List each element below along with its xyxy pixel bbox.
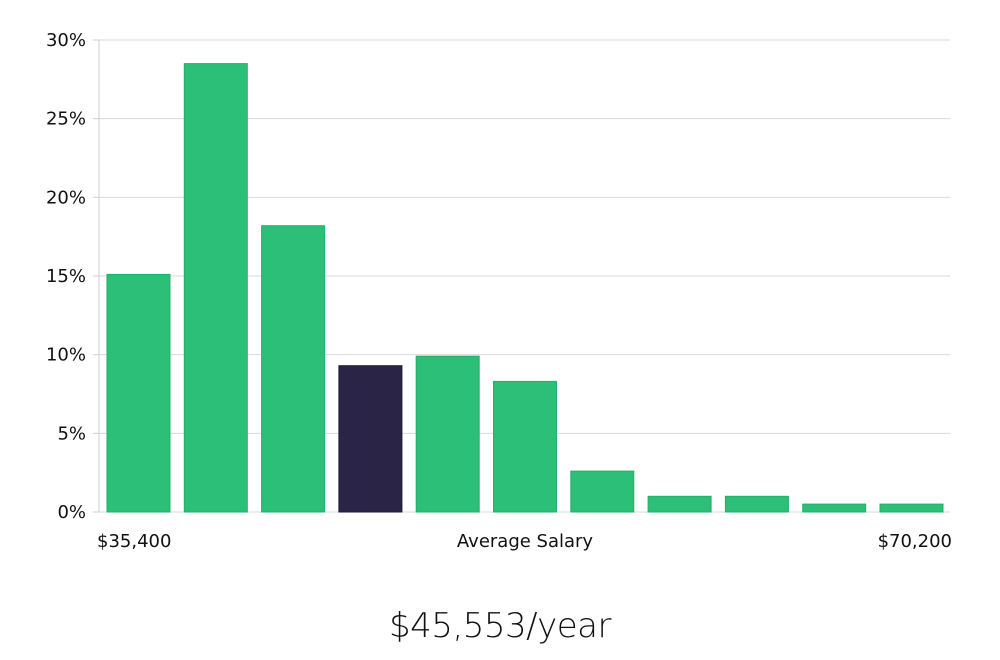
average-salary-value: $45,553/year [389, 606, 611, 646]
bar [261, 225, 326, 513]
y-axis-ticks: 0% 5% 10% 15% 20% 25% 30% [46, 30, 99, 523]
y-tick-label: 25% [46, 109, 86, 130]
x-end-label: $70,200 [878, 531, 952, 552]
bar [647, 495, 712, 513]
bar [106, 273, 171, 513]
bar [879, 503, 944, 513]
bar [570, 470, 635, 513]
x-start-label: $35,400 [97, 531, 171, 552]
bar [724, 495, 789, 513]
bar-highlight [338, 365, 403, 513]
bar [802, 503, 867, 513]
salary-distribution-chart: 0% 5% 10% 15% 20% 25% 30% $35,400 Average Sala… [46, 30, 952, 552]
y-tick-label: 15% [46, 266, 86, 287]
bar [183, 63, 248, 513]
y-tick-label: 0% [57, 502, 86, 523]
y-tick-label: 30% [46, 30, 86, 51]
bar [493, 380, 557, 513]
bars [106, 63, 944, 513]
x-axis-label: Average Salary [457, 531, 594, 552]
y-tick-label: 20% [46, 187, 86, 208]
y-tick-label: 10% [46, 345, 86, 366]
bar [415, 355, 480, 513]
y-tick-label: 5% [57, 423, 86, 444]
